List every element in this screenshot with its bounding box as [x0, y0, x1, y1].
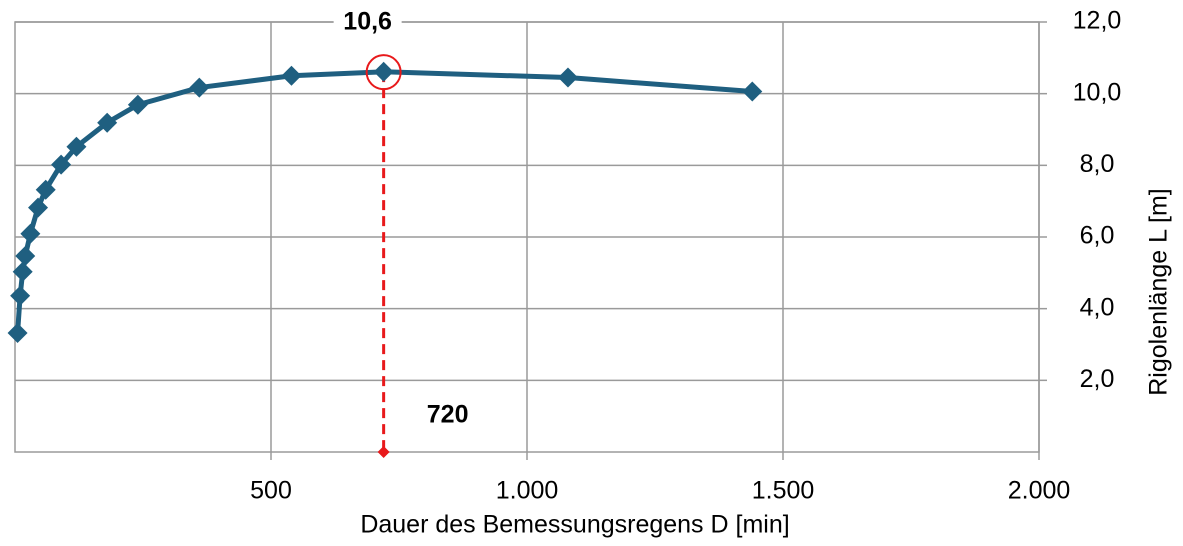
x-tick-label: 2.000 [1008, 477, 1071, 505]
x-tick-label: 1.500 [752, 477, 815, 505]
y-tick-label: 10,0 [1073, 78, 1122, 106]
marker [373, 61, 394, 82]
marker [10, 285, 31, 306]
y-tick-label: 2,0 [1080, 365, 1115, 393]
marker [15, 245, 36, 266]
marker [35, 179, 56, 200]
marker [12, 261, 33, 282]
highlight-x-label: 720 [427, 401, 469, 429]
marker [189, 77, 210, 98]
marker [7, 323, 28, 344]
highlight-y-label: 10,6 [343, 8, 392, 36]
x-tick-label: 500 [250, 477, 292, 505]
x-axis-label: Dauer des Bemessungsregens D [min] [360, 511, 789, 539]
marker [28, 197, 49, 218]
y-axis-label: Rigolenlänge L [m] [1145, 188, 1173, 396]
marker [557, 67, 578, 88]
y-tick-label: 6,0 [1080, 222, 1115, 250]
marker [51, 154, 72, 175]
marker [66, 136, 87, 157]
x-tick-label: 1.000 [496, 477, 559, 505]
y-tick-label: 8,0 [1080, 150, 1115, 178]
highlight-circle [365, 54, 402, 91]
marker [281, 65, 302, 86]
marker [97, 112, 118, 133]
marker [20, 223, 41, 244]
y-tick-label: 12,0 [1073, 7, 1122, 35]
y-tick-label: 4,0 [1080, 293, 1115, 321]
label-bg [333, 10, 402, 36]
highlight-foot [377, 446, 390, 458]
marker [127, 94, 148, 115]
marker [742, 81, 763, 102]
